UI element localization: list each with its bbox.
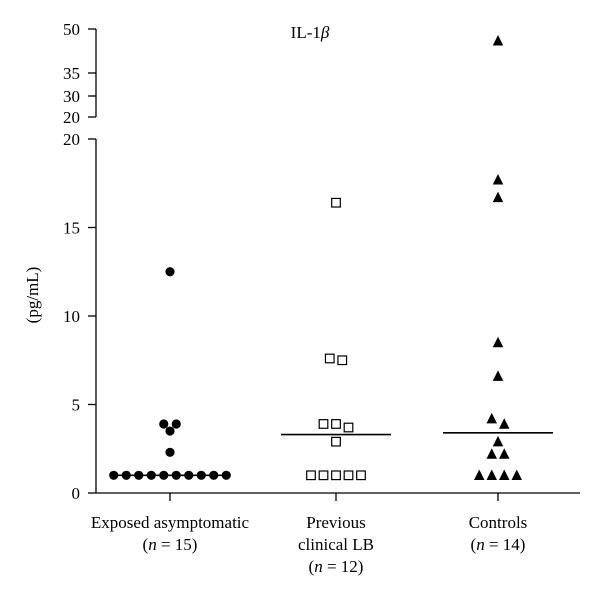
point-controls <box>486 412 497 424</box>
point-controls <box>492 336 504 348</box>
y-tick-label: 10 <box>63 307 80 326</box>
category-label: (n = 15) <box>143 535 198 554</box>
point-exposed-asymptomatic <box>165 267 175 277</box>
y-tick-label: 20 <box>63 108 80 127</box>
point-exposed-asymptomatic <box>159 419 169 429</box>
y-tick-label: 50 <box>63 20 80 39</box>
category-label: (n = 12) <box>309 557 364 576</box>
y-tick-label: 30 <box>63 87 80 106</box>
y-tick-label: 35 <box>63 64 80 83</box>
y-tick-label: 15 <box>63 219 80 238</box>
point-controls <box>492 435 504 447</box>
point-previous-clinical-lb <box>318 419 329 429</box>
category-label: Exposed asymptomatic <box>91 513 250 532</box>
point-previous-clinical-lb <box>331 436 341 447</box>
point-previous-clinical-lb <box>306 470 316 481</box>
point-previous-clinical-lb <box>331 419 341 429</box>
point-controls <box>474 469 485 481</box>
y-ticks: 0 5 10 15 20 20 30 35 50 <box>63 20 96 503</box>
point-controls <box>499 448 510 459</box>
chart-title: IL-1β <box>291 23 330 42</box>
y-axis-label: (pg/mL) <box>23 267 42 324</box>
category-label: (n = 14) <box>471 535 526 554</box>
point-controls <box>492 173 504 185</box>
point-exposed-asymptomatic <box>165 426 175 436</box>
point-exposed-asymptomatic <box>221 470 231 480</box>
category-label: Controls <box>469 513 528 532</box>
category-label: Previous <box>306 513 366 532</box>
point-controls <box>486 469 497 481</box>
point-previous-clinical-lb <box>324 353 335 364</box>
y-tick-label: 20 <box>63 130 80 149</box>
point-previous-clinical-lb <box>337 355 348 366</box>
point-controls <box>511 469 522 481</box>
point-exposed-asymptomatic <box>171 419 181 429</box>
y-tick-label: 0 <box>72 484 81 503</box>
point-previous-clinical-lb <box>343 470 354 481</box>
point-previous-clinical-lb <box>343 422 354 433</box>
category-labels: Exposed asymptomatic (n = 15) Previous clin… <box>91 513 527 576</box>
point-controls <box>492 191 504 203</box>
point-previous-clinical-lb <box>331 470 341 481</box>
point-controls <box>499 469 510 481</box>
data-points <box>109 34 522 481</box>
point-controls <box>492 370 504 381</box>
point-controls <box>499 418 510 429</box>
point-previous-clinical-lb <box>356 470 366 481</box>
point-previous-clinical-lb <box>331 197 341 208</box>
point-exposed-asymptomatic <box>109 470 119 480</box>
point-exposed-asymptomatic <box>165 447 175 457</box>
median-lines <box>115 432 553 477</box>
point-previous-clinical-lb <box>318 470 329 481</box>
point-controls <box>486 448 497 459</box>
point-controls <box>492 34 504 46</box>
category-label: clinical LB <box>298 535 374 554</box>
y-tick-label: 5 <box>72 396 81 415</box>
